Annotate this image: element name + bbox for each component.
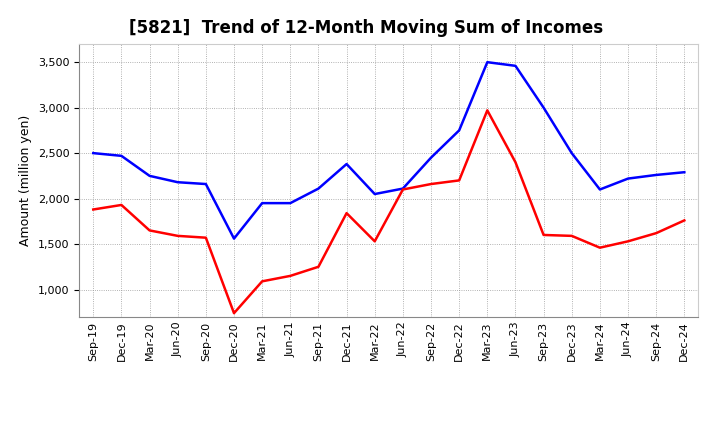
Net Income <box>117 202 126 208</box>
Ordinary Income <box>455 128 464 133</box>
Line: Net Income: Net Income <box>94 110 684 313</box>
Net Income <box>230 311 238 316</box>
Net Income <box>286 273 294 279</box>
Ordinary Income <box>202 181 210 187</box>
Net Income <box>342 210 351 216</box>
Net Income <box>483 108 492 113</box>
Ordinary Income <box>652 172 660 178</box>
Line: Ordinary Income: Ordinary Income <box>94 62 684 238</box>
Ordinary Income <box>539 105 548 110</box>
Net Income <box>624 238 632 244</box>
Net Income <box>595 245 604 250</box>
Net Income <box>539 232 548 238</box>
Ordinary Income <box>567 150 576 156</box>
Net Income <box>89 207 98 212</box>
Ordinary Income <box>483 59 492 65</box>
Ordinary Income <box>117 153 126 158</box>
Ordinary Income <box>624 176 632 181</box>
Ordinary Income <box>258 201 266 206</box>
Net Income <box>258 279 266 284</box>
Net Income <box>680 218 688 223</box>
Net Income <box>652 231 660 236</box>
Text: [5821]  Trend of 12-Month Moving Sum of Incomes: [5821] Trend of 12-Month Moving Sum of I… <box>129 19 603 37</box>
Net Income <box>145 228 154 233</box>
Ordinary Income <box>89 150 98 156</box>
Ordinary Income <box>370 191 379 197</box>
Ordinary Income <box>314 186 323 191</box>
Ordinary Income <box>511 63 520 69</box>
Net Income <box>314 264 323 269</box>
Ordinary Income <box>427 155 436 160</box>
Net Income <box>511 160 520 165</box>
Ordinary Income <box>342 161 351 167</box>
Ordinary Income <box>145 173 154 179</box>
Ordinary Income <box>680 169 688 175</box>
Net Income <box>455 178 464 183</box>
Net Income <box>370 238 379 244</box>
Net Income <box>427 181 436 187</box>
Ordinary Income <box>399 186 408 191</box>
Ordinary Income <box>595 187 604 192</box>
Net Income <box>174 233 182 238</box>
Y-axis label: Amount (million yen): Amount (million yen) <box>19 115 32 246</box>
Ordinary Income <box>174 180 182 185</box>
Net Income <box>399 187 408 192</box>
Ordinary Income <box>230 236 238 241</box>
Ordinary Income <box>286 201 294 206</box>
Net Income <box>202 235 210 240</box>
Net Income <box>567 233 576 238</box>
